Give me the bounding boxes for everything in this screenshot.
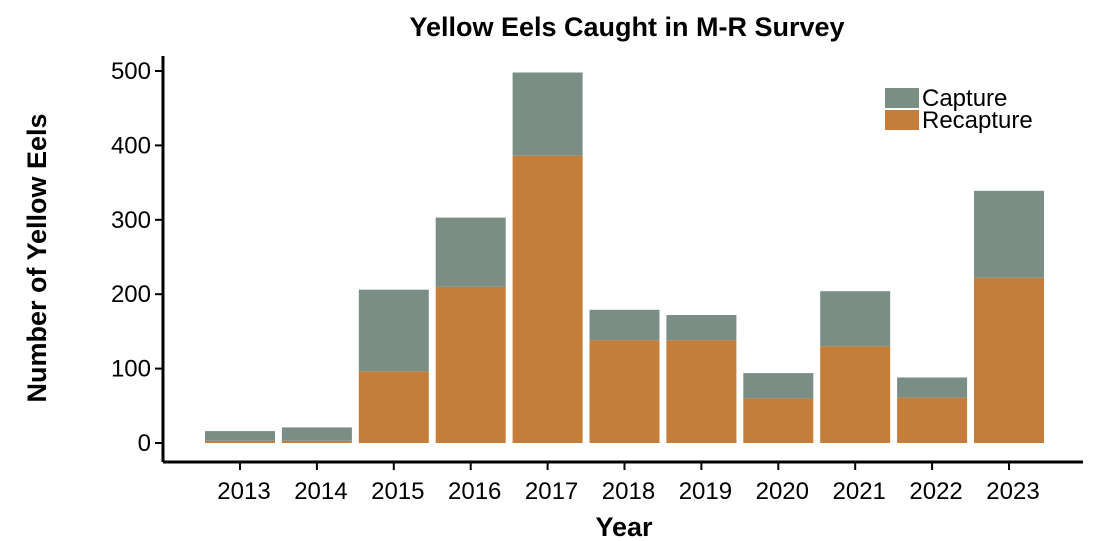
x-tick-label-2019: 2019 — [679, 478, 732, 505]
bar-capture-2022 — [897, 377, 968, 398]
legend-swatch-recapture — [885, 110, 919, 130]
y-axis-title: Number of Yellow Eels — [22, 113, 52, 402]
bar-capture-2019 — [666, 315, 737, 341]
y-tick-label-0: 0 — [138, 430, 151, 457]
chart-title: Yellow Eels Caught in M-R Survey — [409, 12, 844, 42]
legend-swatch-capture — [885, 88, 919, 108]
x-tick-label-2013: 2013 — [217, 478, 270, 505]
x-tick-label-2021: 2021 — [833, 478, 886, 505]
x-tick-label-2023: 2023 — [986, 478, 1039, 505]
y-tick-label-400: 400 — [111, 132, 151, 159]
bar-capture-2014 — [281, 427, 352, 441]
bar-capture-2023 — [974, 190, 1044, 278]
legend: Capture Recapture — [885, 85, 1033, 134]
bar-capture-2015 — [358, 289, 429, 372]
x-axis-ticks: 2013 2014 2015 2016 2017 2018 2019 2020 2021 2022… — [217, 462, 1040, 505]
y-tick-label-500: 500 — [111, 58, 151, 85]
y-tick-label-300: 300 — [111, 207, 151, 234]
legend-label-capture: Capture — [922, 85, 1007, 112]
legend-label-recapture: Recapture — [922, 107, 1033, 134]
bars-layer — [205, 72, 1044, 444]
x-tick-label-2014: 2014 — [294, 478, 347, 505]
x-tick-label-2015: 2015 — [371, 478, 424, 505]
bar-recapture-2017 — [512, 155, 583, 444]
y-tick-label-100: 100 — [111, 356, 151, 383]
bar-recapture-2022 — [897, 397, 968, 443]
bar-recapture-2016 — [435, 286, 506, 443]
bar-recapture-2014 — [281, 440, 352, 443]
x-tick-label-2020: 2020 — [756, 478, 809, 505]
bar-recapture-2021 — [820, 346, 891, 443]
bar-recapture-2013 — [205, 440, 275, 443]
x-tick-label-2018: 2018 — [602, 478, 655, 505]
bar-capture-2021 — [820, 291, 891, 347]
y-tick-label-200: 200 — [111, 281, 151, 308]
bar-recapture-2019 — [666, 340, 737, 443]
bar-capture-2016 — [435, 217, 506, 287]
bar-capture-2017 — [512, 72, 583, 156]
bar-capture-2013 — [205, 431, 275, 441]
x-tick-label-2017: 2017 — [525, 478, 578, 505]
bar-recapture-2015 — [358, 371, 429, 443]
x-axis-title: Year — [595, 512, 653, 541]
bar-capture-2018 — [589, 309, 660, 341]
bar-recapture-2020 — [743, 398, 814, 443]
bar-capture-2020 — [743, 373, 814, 399]
bar-recapture-2018 — [589, 340, 660, 443]
y-axis-ticks: 0 100 200 300 400 500 — [111, 58, 163, 457]
x-tick-label-2022: 2022 — [909, 478, 962, 505]
bar-recapture-2023 — [974, 277, 1044, 443]
x-tick-label-2016: 2016 — [448, 478, 501, 505]
